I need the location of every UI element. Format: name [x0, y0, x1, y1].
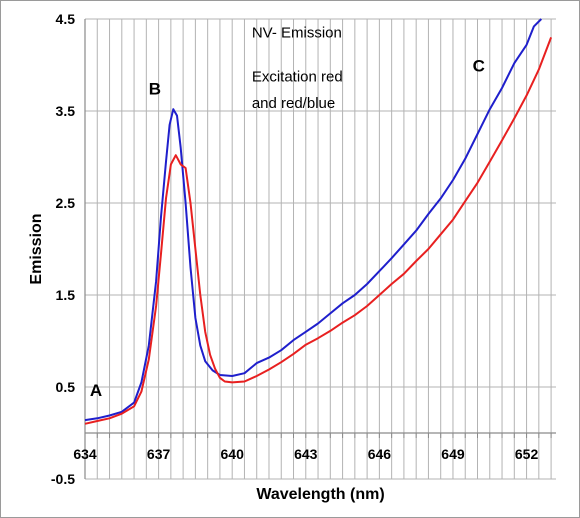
series [84, 18, 553, 425]
x-tick-label: 643 [294, 446, 318, 462]
y-axis-title: Emission [28, 213, 45, 284]
series-line-1 [84, 18, 543, 422]
y-tick-label: -0.5 [51, 471, 75, 487]
y-tick-label: 3.5 [56, 103, 76, 119]
x-tick-label: 649 [441, 446, 465, 462]
series-line-2 [84, 37, 553, 425]
x-tick-label: 646 [368, 446, 392, 462]
y-tick-label: 1.5 [56, 287, 76, 303]
annotations: NV- Emission Excitation red and red/blue A B… [90, 24, 485, 400]
annotation-C: C [473, 56, 485, 75]
grid [84, 18, 556, 480]
x-tick-label: 637 [147, 446, 171, 462]
y-tick-label: 2.5 [56, 195, 76, 211]
y-tick-label: 0.5 [56, 379, 76, 395]
axes [84, 19, 556, 479]
x-axis-title: Wavelength (nm) [256, 486, 384, 503]
y-tick-label: 4.5 [56, 11, 76, 27]
x-tick-label: 652 [515, 446, 539, 462]
x-tick-label: 634 [73, 446, 97, 462]
annotation-title3: and red/blue [252, 95, 335, 112]
tick-labels: 634 637 640 643 646 649 652 4.5 3.5 2.5 1.5 0.5 -0.5 [51, 11, 539, 487]
annotation-title1: NV- Emission [252, 24, 342, 41]
annotation-title2: Excitation red [252, 69, 343, 86]
annotation-B: B [149, 79, 161, 98]
x-tick-label: 640 [221, 446, 245, 462]
annotation-A: A [90, 381, 102, 400]
